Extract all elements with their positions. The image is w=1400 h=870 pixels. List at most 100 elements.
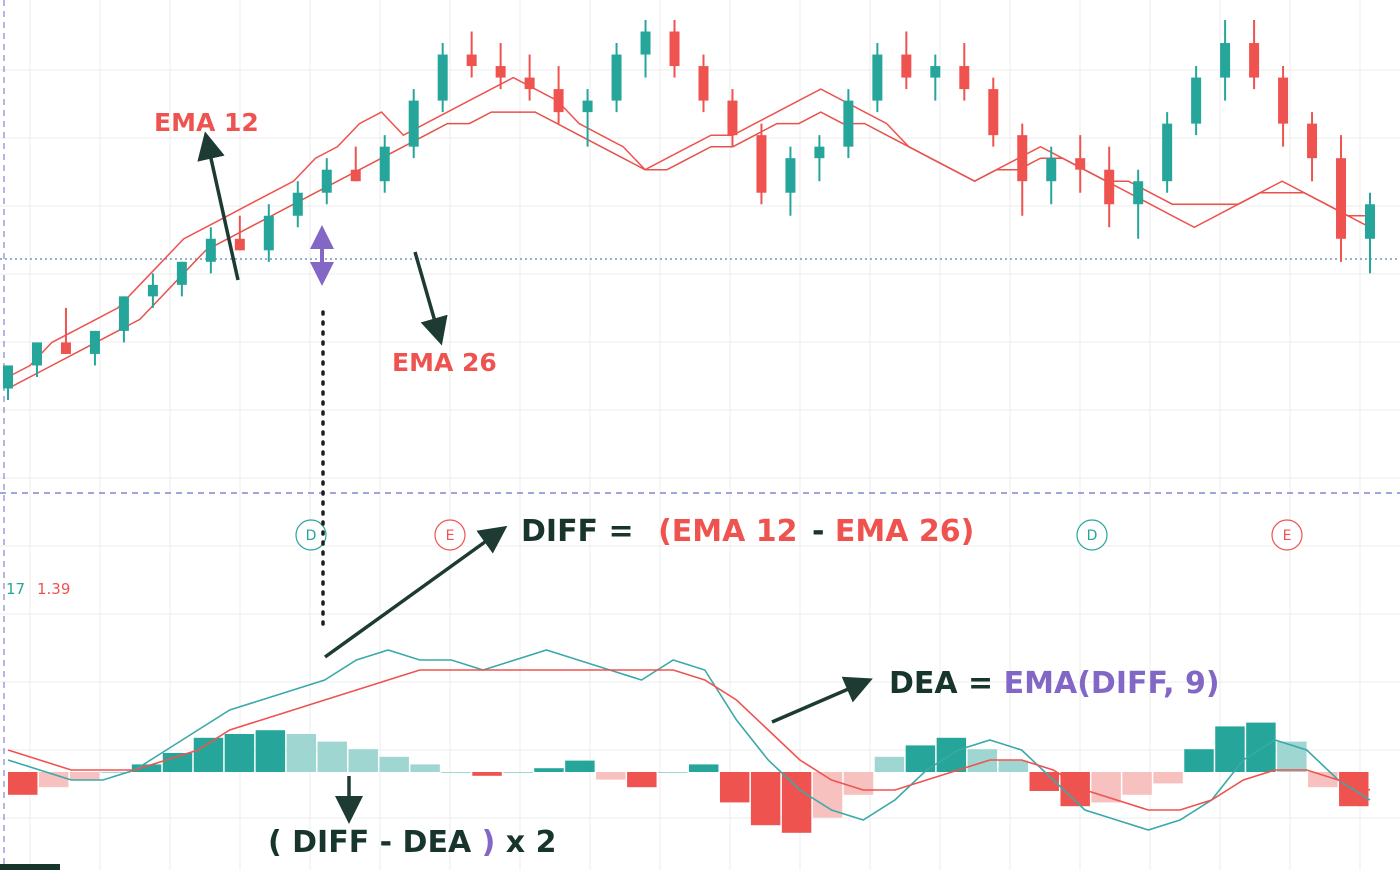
histogram-bar <box>1246 722 1276 772</box>
histogram-bar <box>100 772 131 773</box>
histogram-bar <box>131 764 162 772</box>
histogram-bar <box>162 753 193 772</box>
candle-body <box>669 31 680 67</box>
histogram-bar <box>998 760 1028 772</box>
histogram-bar <box>1184 749 1214 772</box>
histogram-bar <box>658 772 688 773</box>
candle-body <box>1336 158 1347 239</box>
macd-lines <box>7 649 1371 831</box>
candle-body <box>727 100 738 136</box>
histogram-bar <box>750 772 781 826</box>
event-marker-d2[interactable]: D <box>1076 519 1108 551</box>
macd-value-right: 1.39 <box>37 580 70 598</box>
histogram-bar <box>69 772 100 780</box>
histogram-bar <box>348 749 378 772</box>
candle-body <box>1278 77 1289 124</box>
candle-body <box>640 31 651 55</box>
histogram-bar <box>379 756 409 772</box>
diff-formula: DIFF = (EMA 12 - EMA 26) <box>521 514 974 549</box>
macd-value-left: 17 <box>6 580 25 598</box>
diff-formula-a: (EMA 12 <box>658 514 797 549</box>
candle-body <box>1104 169 1115 205</box>
candle-body <box>553 89 564 113</box>
candle-body <box>176 261 187 285</box>
candle-body <box>60 342 71 354</box>
histogram-bar <box>812 772 843 818</box>
corner-tab <box>0 864 60 870</box>
candle-body <box>930 66 941 78</box>
histogram-bar <box>781 772 812 833</box>
histogram-bar <box>8 772 38 795</box>
histogram-bar <box>565 760 595 772</box>
histogram-bar <box>596 772 626 780</box>
candle-body <box>466 54 477 67</box>
diff-formula-b: EMA 26) <box>835 514 974 549</box>
hist-close: ) <box>482 825 496 860</box>
candle-body <box>118 296 129 331</box>
histogram-bar <box>843 772 874 795</box>
candle-body <box>872 54 883 101</box>
event-marker-d1[interactable]: D <box>295 519 327 551</box>
histogram-bar <box>224 734 255 772</box>
histogram-bar <box>503 772 533 773</box>
candle-body <box>582 100 593 113</box>
hist-open: ( DIFF - DEA <box>268 825 482 860</box>
candle-body <box>89 330 100 354</box>
histogram-bar <box>441 772 471 773</box>
candle-body <box>3 365 13 389</box>
event-marker-label: E <box>446 528 455 544</box>
candle-body <box>814 146 825 159</box>
candle-body <box>988 89 999 136</box>
candle-body <box>292 192 303 216</box>
candle-body <box>611 54 622 101</box>
event-marker-e2[interactable]: E <box>1271 519 1303 551</box>
histogram-bar <box>1308 772 1338 788</box>
histogram-bar <box>255 730 286 772</box>
histogram-bar <box>689 764 719 772</box>
ema12-arrow <box>197 131 240 281</box>
histogram-bar <box>627 772 657 788</box>
histogram-formula: ( DIFF - DEA ) x 2 <box>268 825 556 860</box>
diff-minus: - <box>802 514 835 549</box>
histogram-bar <box>874 756 905 772</box>
histogram-bar <box>967 749 998 772</box>
diff-line <box>7 649 1371 831</box>
histogram-bar <box>286 734 317 772</box>
event-marker-e1[interactable]: E <box>434 519 466 551</box>
histogram-bar <box>410 764 440 772</box>
ema12-label: EMA 12 <box>154 108 259 137</box>
candle-body <box>31 342 42 366</box>
dea-formula: DEA = EMA(DIFF, 9) <box>889 666 1220 701</box>
candle-body <box>1017 135 1028 182</box>
annotation-arrows <box>197 131 873 824</box>
histogram-bar <box>1091 772 1121 803</box>
hist-mult: x 2 <box>495 825 556 860</box>
histogram-bar <box>1122 772 1152 795</box>
candle-body <box>379 146 390 182</box>
candle-body <box>1162 123 1173 182</box>
candle-body <box>408 100 419 147</box>
candle-body <box>495 66 506 78</box>
histogram-bar <box>1277 741 1307 772</box>
histogram-bar <box>38 772 69 788</box>
event-marker-label: D <box>1087 528 1098 544</box>
candle-body <box>234 238 245 251</box>
macd-histogram <box>8 722 1369 833</box>
histogram-bar <box>472 772 502 776</box>
candle-body <box>263 215 274 251</box>
histogram-bar <box>1215 726 1245 772</box>
candle-body <box>350 169 361 182</box>
ema26-arrow <box>413 251 448 346</box>
candle-body <box>843 100 854 147</box>
dea-line <box>7 669 1371 811</box>
candle-body <box>698 66 709 101</box>
histogram-bar <box>534 768 564 772</box>
candle-body <box>756 135 767 193</box>
histogram-bar <box>317 741 347 772</box>
diff-prefix: DIFF = <box>521 514 644 549</box>
candle-body <box>1220 43 1231 78</box>
event-marker-label: D <box>306 528 317 544</box>
candle-body <box>1075 158 1086 170</box>
